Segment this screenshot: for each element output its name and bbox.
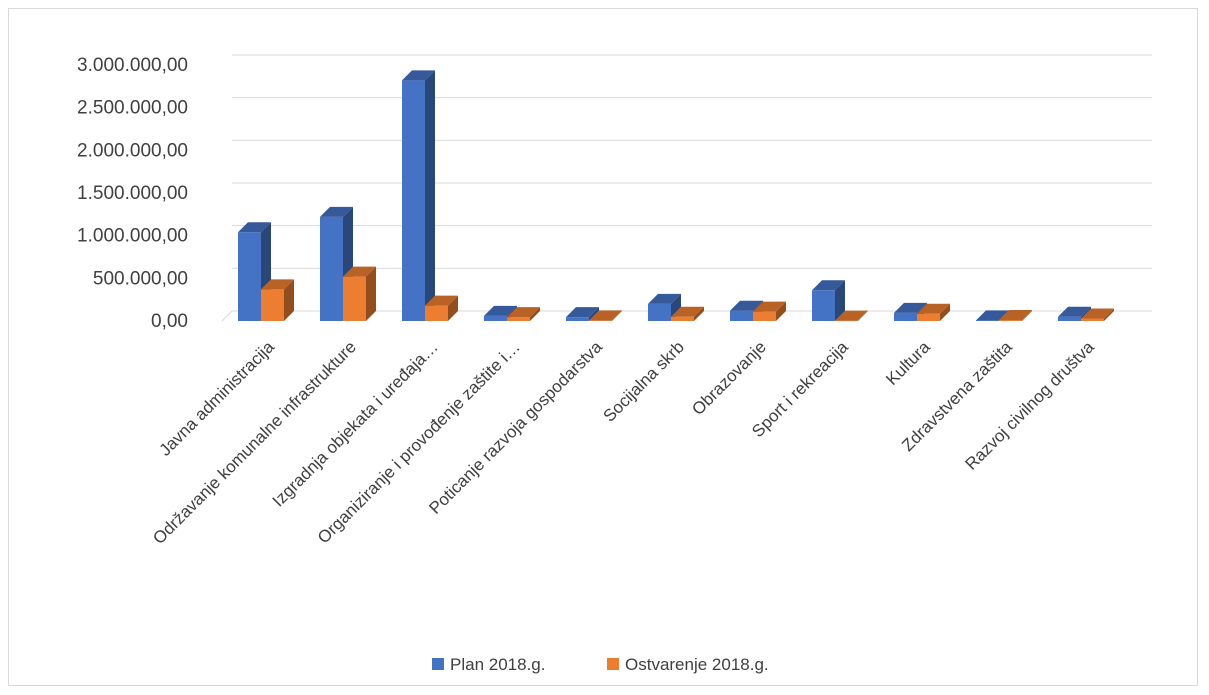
bar-top (402, 70, 435, 81)
y-tick-label: 3.000.000,00 (77, 55, 188, 76)
x-category-label: Obrazovanje (688, 337, 770, 419)
bar-top (648, 293, 681, 304)
bar-side (694, 306, 704, 321)
bar-top (976, 310, 1009, 321)
bar-top (894, 302, 927, 313)
legend-swatch (607, 658, 619, 670)
bar-top (507, 307, 540, 318)
bar-front (671, 316, 694, 321)
y-tick-label: 500.000,00 (93, 268, 188, 289)
legend: Plan 2018.g. Ostvarenje 2018.g. (432, 655, 769, 674)
bar-top (835, 310, 868, 321)
bar-top (671, 306, 704, 317)
y-tick-label: 2.500.000,00 (77, 98, 188, 119)
bar-front (976, 320, 999, 321)
bar-front (238, 232, 261, 321)
bars (238, 70, 1114, 322)
bar-side (284, 279, 294, 321)
bar-side (448, 295, 458, 321)
bar-side (835, 280, 845, 321)
bar-front (812, 290, 835, 321)
bar-plan (566, 307, 599, 321)
bar-side (858, 310, 868, 321)
bar-ostvarenje (343, 266, 376, 321)
bar-ostvarenje (671, 306, 704, 321)
y-tick-label: 1.500.000,00 (77, 183, 188, 204)
bar-front (261, 289, 284, 321)
bar-side (1104, 308, 1114, 321)
bar-top (238, 222, 271, 233)
bar-front (999, 319, 1022, 321)
bar-top (812, 280, 845, 291)
bar-side (530, 307, 540, 321)
y-tick-label: 2.000.000,00 (77, 140, 188, 161)
bar-ostvarenje (589, 310, 622, 321)
bar-front (507, 317, 530, 321)
legend-label: Ostvarenje 2018.g. (625, 655, 769, 674)
legend-item: Ostvarenje 2018.g. (607, 655, 769, 674)
legend-item: Plan 2018.g. (432, 655, 545, 674)
legend-swatch (432, 658, 444, 670)
bar-front (425, 305, 448, 321)
bar-front (566, 317, 589, 321)
x-category-label: Kultura (882, 337, 934, 389)
bar-ostvarenje (1081, 308, 1114, 321)
chart-frame (8, 8, 1198, 686)
bar-side (776, 301, 786, 321)
y-axis-ticks: 0,00 500.000,00 1.000.000,00 1.500.000,00 2.… (77, 55, 188, 332)
bar-top (484, 305, 517, 316)
x-category-label: Poticanje razvoja gospodarstva (425, 337, 606, 518)
bar-top (261, 279, 294, 290)
bar-top (917, 303, 950, 314)
bar-ostvarenje (835, 310, 868, 322)
bar-front (753, 311, 776, 321)
bar-top (343, 266, 376, 277)
bar-ostvarenje (999, 309, 1032, 321)
legend-label: Plan 2018.g. (450, 655, 545, 674)
x-category-label: Socijalna skrb (600, 337, 688, 425)
bar-front (648, 303, 671, 321)
bar-top (425, 295, 458, 306)
bar-front (402, 80, 425, 321)
bar-ostvarenje (425, 295, 458, 321)
bar-top (589, 310, 622, 321)
x-category-label: Izgradnja objekata i uređaja… (269, 337, 442, 510)
bar-front (894, 312, 917, 321)
bar-ostvarenje (261, 279, 294, 321)
bar-front (917, 313, 940, 321)
y-tick-label: 0,00 (151, 311, 188, 332)
bar-ostvarenje (753, 301, 786, 321)
bar-top (320, 206, 353, 217)
bar-side (425, 70, 435, 321)
bar-side (366, 266, 376, 321)
floor-edge (221, 310, 233, 322)
bar-front (835, 320, 858, 322)
bar-front (730, 310, 753, 321)
bar-plan (812, 280, 845, 321)
bar-top (999, 309, 1032, 320)
bar-front (343, 276, 366, 321)
bar-top (1081, 308, 1114, 319)
bar-front (589, 320, 612, 321)
bar-side (589, 307, 599, 321)
bar-top (730, 300, 763, 311)
y-tick-label: 1.000.000,00 (77, 226, 188, 247)
bar-side (1022, 309, 1032, 321)
bar-front (1058, 316, 1081, 321)
bar-front (1081, 318, 1104, 321)
bar-side (940, 303, 950, 321)
bar-front (484, 315, 507, 321)
bar-plan (402, 70, 435, 321)
bar-top (566, 307, 599, 318)
bar-side (612, 310, 622, 321)
bar-front (320, 216, 343, 321)
bar-top (753, 301, 786, 312)
bar-ostvarenje (507, 307, 540, 321)
bar-top (1058, 306, 1091, 317)
bar-ostvarenje (917, 303, 950, 321)
